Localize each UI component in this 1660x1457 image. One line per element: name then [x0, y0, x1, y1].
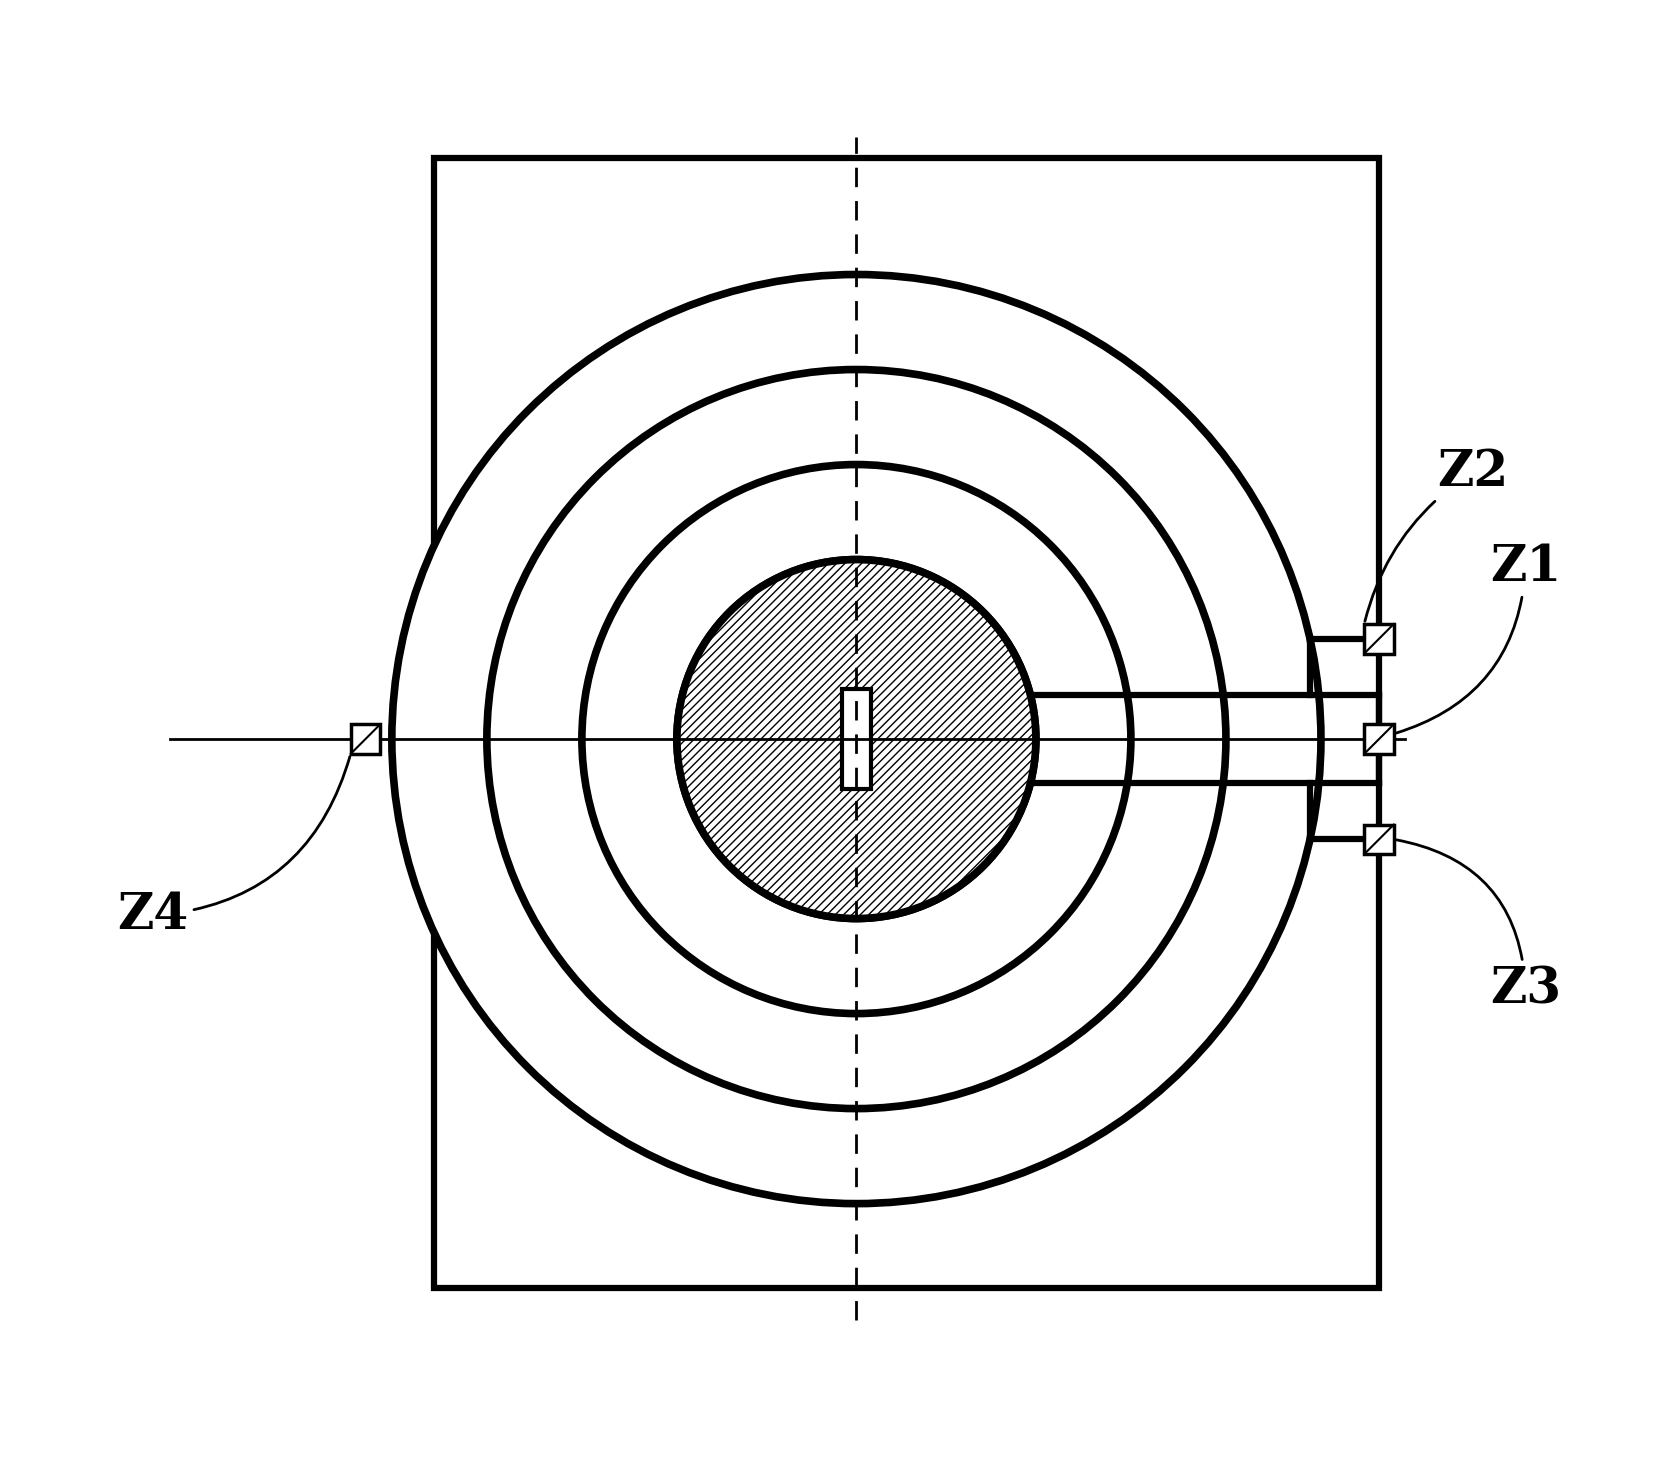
Bar	[350, 724, 380, 753]
Text: Z2: Z2	[1365, 447, 1509, 621]
Bar	[1365, 624, 1394, 654]
Circle shape	[677, 559, 1036, 918]
Circle shape	[677, 559, 1036, 918]
Circle shape	[392, 274, 1321, 1203]
Text: Z1: Z1	[1396, 542, 1560, 733]
Bar	[842, 689, 872, 790]
Circle shape	[486, 370, 1227, 1109]
Bar	[1365, 825, 1394, 854]
Text: Z3: Z3	[1396, 839, 1560, 1014]
Circle shape	[583, 465, 1130, 1014]
Bar	[433, 159, 1379, 1288]
Text: Z4: Z4	[118, 756, 350, 940]
Bar	[1365, 724, 1394, 753]
